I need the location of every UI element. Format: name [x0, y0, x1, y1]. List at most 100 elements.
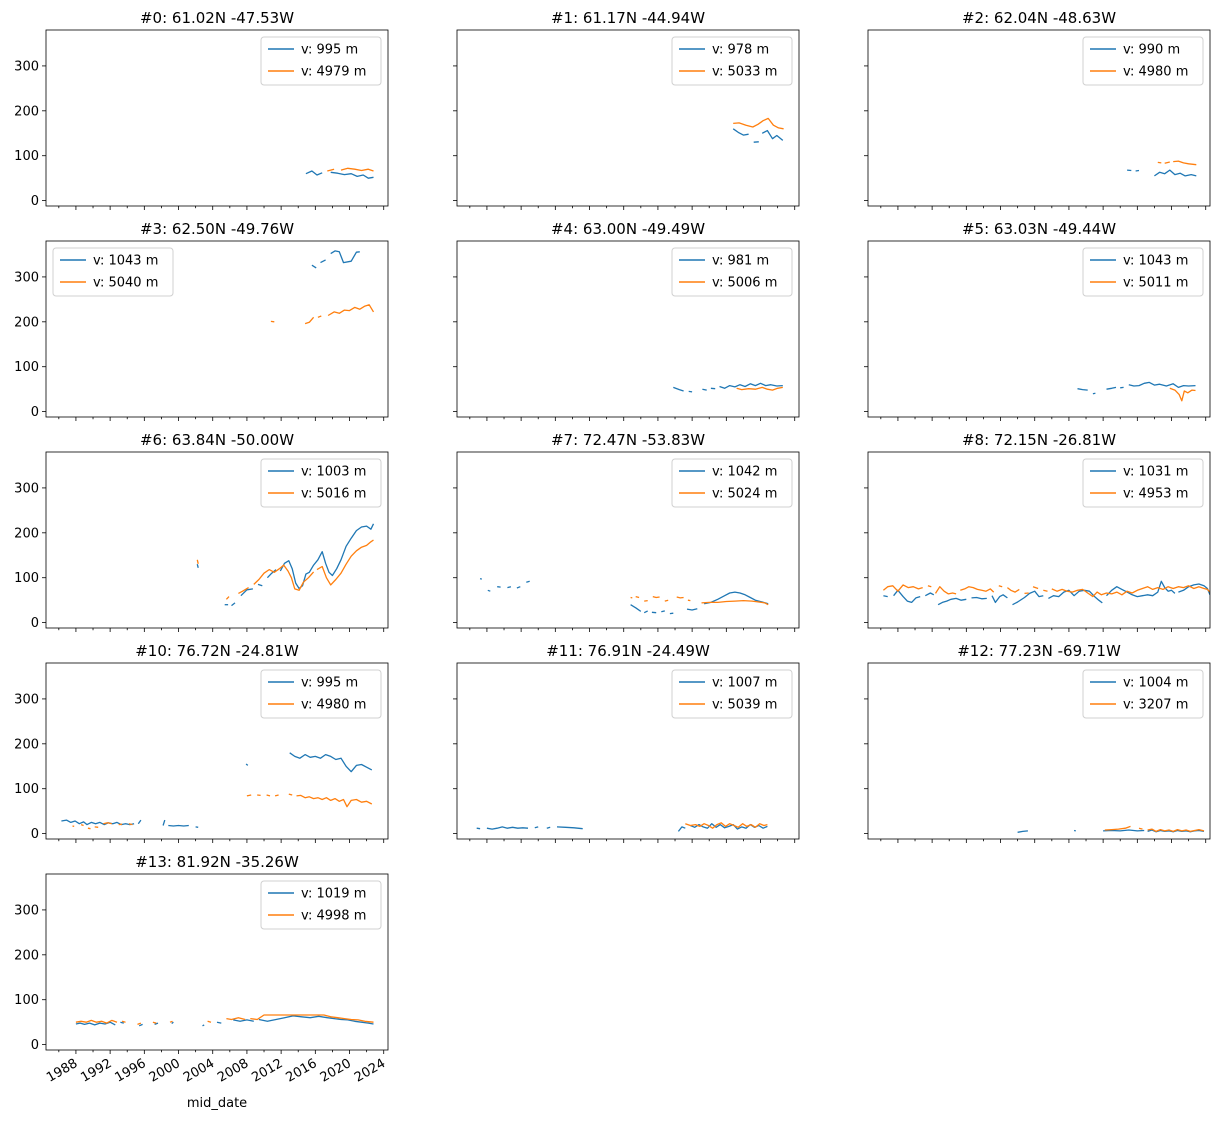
legend: v: 978 mv: 5033 m	[672, 37, 792, 85]
series-0	[306, 171, 374, 178]
series-1	[883, 585, 1210, 597]
panel-title: #4: 63.00N -49.49W	[551, 220, 705, 238]
series-line	[762, 131, 783, 141]
series-1	[73, 794, 372, 829]
series-line	[318, 316, 321, 317]
series-line	[702, 389, 706, 390]
y-tick-label: 0	[31, 616, 39, 631]
series-line	[1154, 170, 1196, 176]
series-line	[328, 305, 373, 316]
series-0	[883, 581, 1210, 604]
series-line	[936, 587, 957, 594]
series-1	[271, 305, 374, 324]
legend-label: v: 5039 m	[712, 698, 777, 713]
legend-label: v: 5006 m	[712, 276, 777, 291]
series-line	[321, 260, 326, 263]
series-line	[677, 597, 684, 598]
series-line	[665, 600, 668, 601]
series-1	[737, 387, 783, 390]
x-tick-label: 2016	[284, 1056, 320, 1086]
y-tick-label: 200	[14, 737, 39, 752]
legend-label: v: 1043 m	[1123, 254, 1188, 269]
panel-title: #12: 77.23N -69.71W	[957, 642, 1121, 660]
series-line	[331, 251, 360, 263]
legend: v: 1042 mv: 5024 m	[672, 459, 792, 507]
series-line	[197, 564, 198, 568]
series-line	[631, 605, 641, 612]
y-tick-label: 100	[14, 571, 39, 586]
panel-title: #7: 72.47N -53.83W	[551, 431, 705, 449]
legend-label: v: 5016 m	[301, 487, 366, 502]
series-line	[275, 795, 279, 796]
legend: v: 1019 mv: 4998 m	[261, 881, 381, 929]
series-line	[61, 820, 134, 825]
series-line	[306, 171, 322, 175]
series-line	[992, 595, 1007, 603]
legend: v: 990 mv: 4980 m	[1083, 37, 1203, 85]
series-line	[1093, 393, 1096, 394]
series-line	[653, 597, 660, 598]
series-line	[487, 827, 528, 829]
x-tick-label: 1996	[113, 1056, 149, 1086]
series-line	[883, 585, 922, 591]
y-tick-label: 300	[14, 59, 39, 74]
series-line	[88, 828, 91, 829]
series-line	[120, 1022, 123, 1023]
panel-title: #11: 76.91N -24.49W	[546, 642, 710, 660]
series-line	[636, 597, 639, 598]
series-line	[258, 584, 262, 585]
series-1	[197, 540, 373, 599]
y-tick-label: 0	[31, 827, 39, 842]
series-line	[168, 826, 189, 827]
y-tick-label: 100	[14, 993, 39, 1008]
series-1	[733, 118, 783, 128]
series-line	[644, 611, 648, 613]
legend-label: v: 1003 m	[301, 465, 366, 480]
y-tick-label: 0	[31, 1038, 39, 1053]
series-line	[477, 828, 480, 829]
series-line	[290, 753, 372, 772]
series-1	[327, 168, 373, 171]
panel-title: #13: 81.92N -35.26W	[135, 853, 299, 871]
series-line	[535, 827, 538, 828]
y-tick-label: 300	[14, 481, 39, 496]
series-line	[720, 383, 783, 388]
legend-label: v: 1019 m	[301, 887, 366, 902]
x-tick-label: 1992	[78, 1056, 114, 1086]
y-tick-label: 200	[14, 104, 39, 119]
series-line	[197, 560, 198, 564]
series-line	[170, 1021, 173, 1022]
legend-label: v: 4980 m	[301, 698, 366, 713]
series-line	[1139, 828, 1143, 829]
series-line	[644, 601, 648, 602]
series-line	[163, 820, 165, 825]
panel-title: #8: 72.15N -26.81W	[962, 431, 1116, 449]
legend-label: v: 4979 m	[301, 65, 366, 80]
series-line	[1107, 387, 1117, 389]
series-0	[673, 383, 783, 392]
series-line	[1078, 389, 1088, 390]
x-tick-label: 2024	[352, 1056, 388, 1086]
series-line	[960, 587, 993, 592]
series-line	[129, 824, 133, 825]
series-0	[480, 579, 768, 614]
series-line	[1043, 590, 1047, 591]
series-line	[526, 581, 529, 582]
x-axis-label: mid_date	[187, 1096, 247, 1111]
legend: v: 1007 mv: 5039 m	[672, 670, 792, 718]
series-line	[267, 795, 270, 796]
series-line	[139, 1024, 142, 1025]
series-line	[1129, 382, 1196, 387]
series-line	[226, 1018, 245, 1020]
series-line	[733, 129, 748, 135]
y-tick-label: 300	[14, 903, 39, 918]
series-line	[327, 169, 334, 171]
series-line	[673, 387, 683, 391]
series-line	[488, 590, 491, 591]
legend: v: 1003 m v: 5016 m	[261, 459, 381, 507]
